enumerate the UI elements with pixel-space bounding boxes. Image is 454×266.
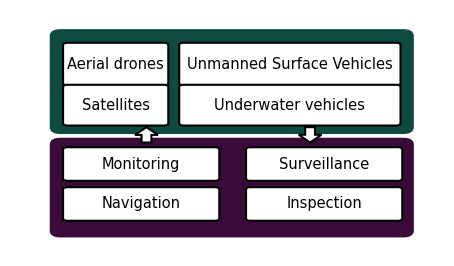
Polygon shape	[135, 127, 158, 143]
FancyBboxPatch shape	[63, 43, 168, 86]
Text: Unmanned Surface Vehicles: Unmanned Surface Vehicles	[187, 57, 393, 72]
FancyBboxPatch shape	[63, 147, 219, 181]
FancyBboxPatch shape	[51, 31, 412, 132]
Text: Satellites: Satellites	[82, 98, 150, 113]
FancyBboxPatch shape	[63, 187, 219, 221]
FancyBboxPatch shape	[179, 43, 400, 86]
Text: Inspection: Inspection	[286, 197, 362, 211]
Text: Underwater vehicles: Underwater vehicles	[214, 98, 365, 113]
Text: Navigation: Navigation	[102, 197, 181, 211]
FancyBboxPatch shape	[246, 147, 402, 181]
Text: Surveillance: Surveillance	[279, 156, 369, 172]
FancyBboxPatch shape	[246, 187, 402, 221]
Polygon shape	[299, 127, 321, 143]
FancyBboxPatch shape	[179, 85, 400, 126]
Text: Aerial drones: Aerial drones	[67, 57, 164, 72]
Text: Monitoring: Monitoring	[102, 156, 180, 172]
FancyBboxPatch shape	[51, 139, 412, 236]
FancyBboxPatch shape	[63, 85, 168, 126]
